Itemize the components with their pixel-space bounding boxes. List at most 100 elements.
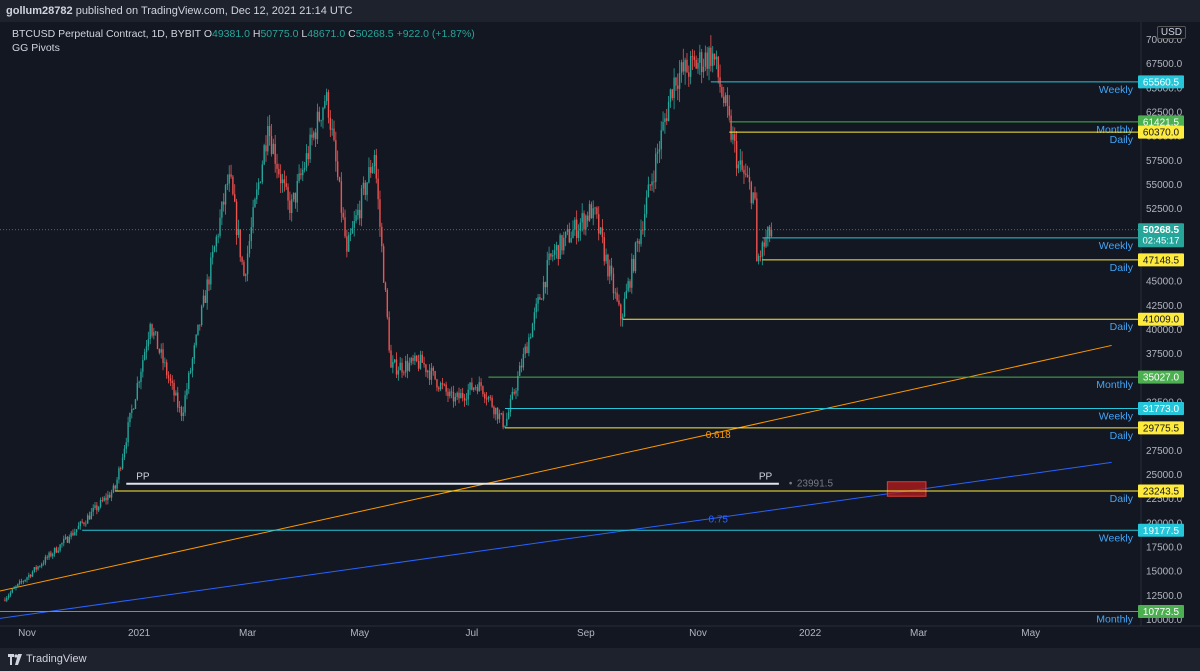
candle-body bbox=[655, 153, 657, 183]
candle-body bbox=[423, 362, 425, 365]
candle-body bbox=[81, 521, 83, 523]
candle-body bbox=[195, 334, 197, 346]
price-badge[interactable] bbox=[1138, 125, 1184, 139]
candle-body bbox=[743, 169, 745, 174]
candle-body bbox=[528, 337, 530, 354]
price-badge[interactable] bbox=[1138, 115, 1184, 129]
candle-body bbox=[653, 181, 655, 183]
candle-body bbox=[228, 174, 230, 184]
candle-body bbox=[234, 194, 236, 202]
price-badge[interactable] bbox=[1138, 75, 1184, 89]
candle-body bbox=[439, 383, 442, 390]
y-tick-label: 25000.0 bbox=[1146, 470, 1183, 481]
candle-body bbox=[289, 200, 291, 213]
candle-body bbox=[649, 184, 651, 186]
candle-body bbox=[13, 587, 15, 590]
candle-body bbox=[270, 135, 273, 154]
candle-body bbox=[425, 364, 427, 373]
candle-body bbox=[552, 254, 554, 257]
candle-body bbox=[107, 494, 109, 501]
candle-body bbox=[154, 331, 157, 333]
candle-body bbox=[642, 229, 644, 231]
indicator-name[interactable]: GG Pivots bbox=[12, 42, 60, 54]
price-badge[interactable] bbox=[1138, 523, 1184, 537]
candle-body bbox=[474, 386, 477, 388]
symbol-title[interactable]: BTCUSD Perpetual Contract, 1D, BYBIT bbox=[12, 28, 201, 40]
pp-value-label: 23991.5 bbox=[797, 479, 834, 490]
target-zone[interactable] bbox=[886, 481, 927, 497]
price-badge[interactable] bbox=[1138, 605, 1184, 619]
price-badge[interactable] bbox=[1138, 421, 1184, 435]
candle-body bbox=[373, 155, 376, 167]
candle-body bbox=[346, 236, 348, 252]
candle-body bbox=[461, 393, 464, 398]
candle-body bbox=[184, 395, 186, 413]
price-badge[interactable] bbox=[1138, 312, 1184, 326]
candle-body bbox=[770, 229, 773, 237]
candle-body bbox=[309, 134, 311, 160]
candle-body bbox=[182, 412, 184, 416]
candle-body bbox=[386, 289, 389, 318]
candle-body bbox=[629, 281, 631, 288]
price-badge-label: 23243.5 bbox=[1143, 486, 1180, 497]
candle-body bbox=[693, 56, 696, 60]
y-tick-label: 22500.0 bbox=[1146, 494, 1183, 505]
price-badge-label: 61421.5 bbox=[1143, 117, 1180, 128]
candle-body bbox=[737, 164, 740, 169]
last-price-badge[interactable] bbox=[1138, 223, 1184, 248]
price-badge[interactable] bbox=[1138, 253, 1184, 267]
candle-body bbox=[666, 118, 668, 121]
candle-body bbox=[621, 316, 624, 320]
candle-body bbox=[348, 235, 350, 252]
price-chart[interactable]: 70000.067500.065000.062500.060000.057500… bbox=[0, 22, 1200, 648]
candle-body bbox=[397, 370, 400, 375]
candle-body bbox=[90, 511, 93, 520]
candle-body bbox=[61, 543, 63, 545]
candle-body bbox=[708, 47, 710, 69]
candle-body bbox=[491, 397, 493, 407]
candle-body bbox=[74, 532, 76, 536]
candle-body bbox=[717, 56, 719, 78]
candle-body bbox=[631, 258, 633, 288]
currency-label[interactable]: USD bbox=[1156, 26, 1186, 39]
candle-body bbox=[371, 166, 374, 173]
low-label: L bbox=[301, 28, 308, 40]
candle-body bbox=[557, 245, 559, 259]
candle-body bbox=[197, 324, 199, 335]
candle-body bbox=[11, 589, 13, 593]
candle-body bbox=[710, 47, 712, 66]
candle-body bbox=[623, 298, 626, 317]
candle-body bbox=[757, 256, 760, 262]
candle-body bbox=[487, 396, 490, 400]
candle-body bbox=[664, 118, 666, 122]
publisher-name[interactable]: gollum28782 bbox=[6, 5, 73, 17]
candle-body bbox=[723, 96, 725, 104]
candle-body bbox=[109, 494, 111, 498]
price-badge[interactable] bbox=[1138, 370, 1184, 384]
candle-body bbox=[189, 370, 192, 373]
candle-body bbox=[375, 155, 377, 179]
candle-body bbox=[235, 201, 238, 236]
candle-body bbox=[92, 507, 94, 512]
candle-body bbox=[522, 353, 525, 368]
candle-body bbox=[311, 134, 313, 138]
candle-body bbox=[392, 361, 394, 368]
open-label: O bbox=[203, 28, 212, 40]
candle-body bbox=[177, 392, 179, 408]
candle-body bbox=[473, 387, 475, 390]
candle-body bbox=[52, 553, 54, 557]
pp-left-label: PP bbox=[136, 472, 150, 483]
candle-body bbox=[6, 597, 8, 601]
candle-body bbox=[724, 95, 727, 104]
candle-body bbox=[382, 246, 385, 283]
candle-body bbox=[416, 355, 418, 361]
candle-body bbox=[239, 229, 241, 258]
price-badge[interactable] bbox=[1138, 484, 1184, 498]
candle-body bbox=[395, 359, 398, 375]
price-badge[interactable] bbox=[1138, 402, 1184, 416]
candle-body bbox=[632, 258, 635, 272]
candle-body bbox=[460, 393, 462, 399]
candle-body bbox=[136, 383, 139, 400]
candle-body bbox=[393, 359, 396, 362]
candle-body bbox=[171, 380, 173, 383]
